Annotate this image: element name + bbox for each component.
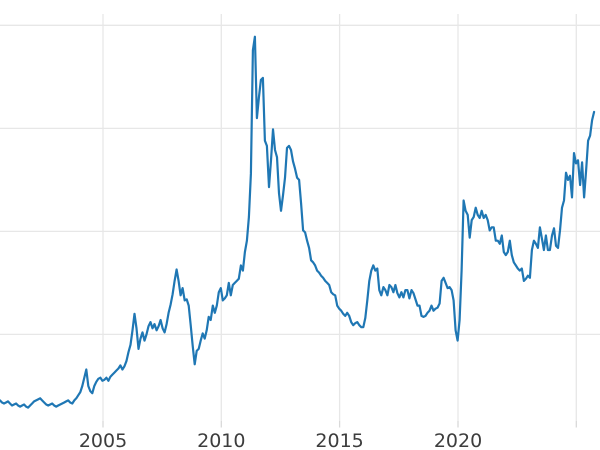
price-line-series — [0, 35, 596, 409]
horizontal-gridlines — [0, 24, 600, 336]
x-tick-label: 2005 — [79, 430, 127, 450]
x-tick-label: 2010 — [197, 430, 245, 450]
x-axis-tick-labels: 2005 2010 2015 2020 — [79, 430, 482, 450]
x-axis-tick-marks — [102, 421, 577, 428]
vertical-gridlines — [102, 14, 577, 421]
x-tick-label: 2015 — [315, 430, 363, 450]
x-tick-label: 2020 — [434, 430, 482, 450]
